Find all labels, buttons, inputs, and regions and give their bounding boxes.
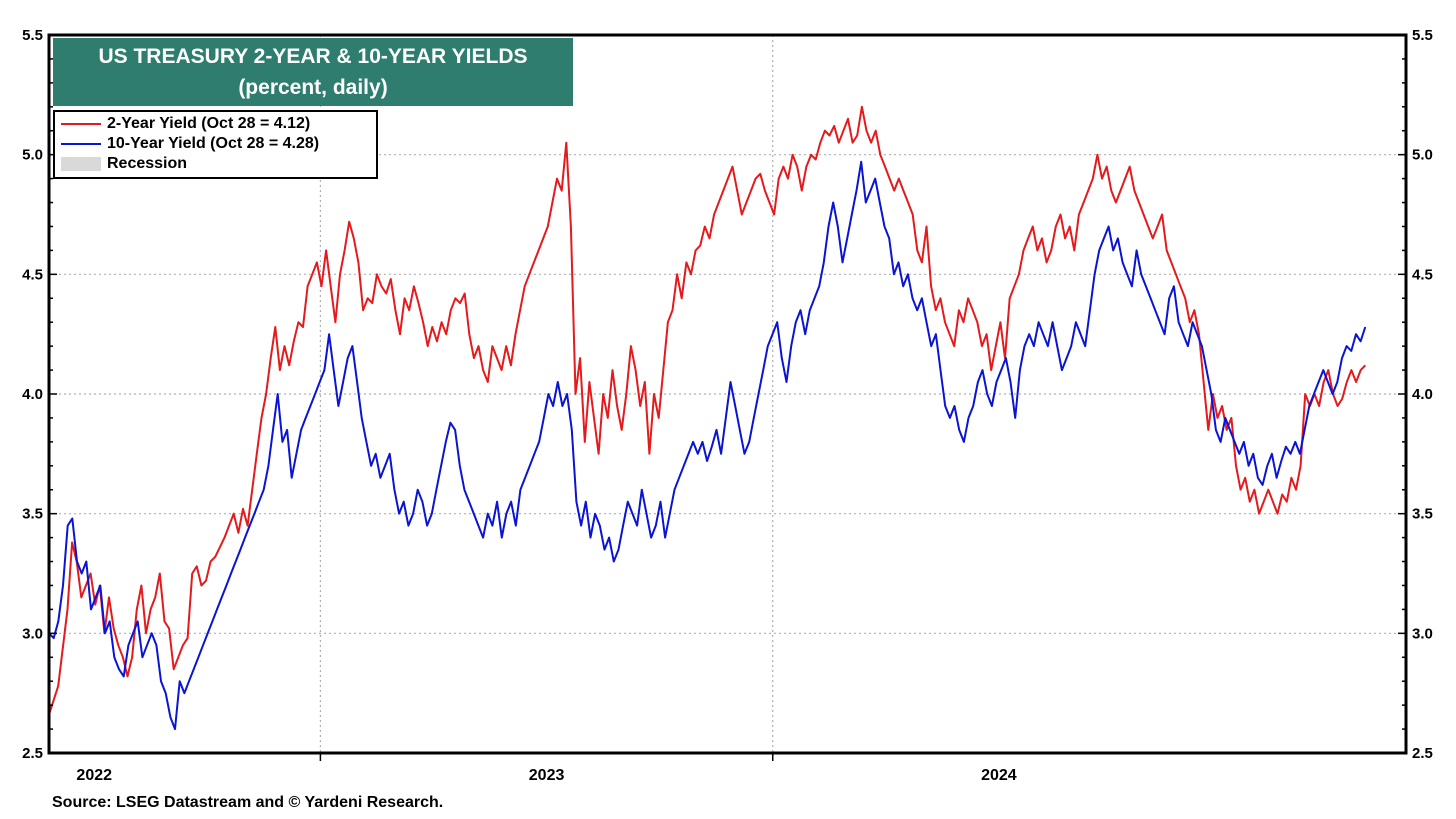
y-tick-label-left: 5.0 (22, 147, 43, 164)
series-10-year-line (48, 160, 1367, 731)
chart-subtitle: (percent, daily) (238, 76, 388, 99)
y-tick-label-right: 2.5 (1412, 745, 1433, 762)
legend-label: 2-Year Yield (Oct 28 = 4.12) (107, 115, 311, 132)
y-tick-label-left: 3.5 (22, 506, 43, 523)
y-tick-label-right: 3.5 (1412, 506, 1433, 523)
x-tick-label: 2023 (529, 767, 565, 784)
legend-swatch-gray (61, 157, 101, 171)
y-tick-label-left: 4.5 (22, 266, 43, 283)
legend: 2-Year Yield (Oct 28 = 4.12) 10-Year Yie… (53, 110, 378, 179)
y-tick-label-left: 4.0 (22, 386, 43, 403)
chart-title: US TREASURY 2-YEAR & 10-YEAR YIELDS (98, 45, 528, 68)
legend-item-recession: Recession (61, 154, 187, 174)
y-tick-label-right: 4.0 (1412, 386, 1433, 403)
y-tick-label-right: 3.0 (1412, 625, 1433, 642)
legend-label: Recession (107, 155, 188, 172)
source-note: Source: LSEG Datastream and © Yardeni Re… (52, 794, 444, 811)
y-tick-label-right: 5.5 (1412, 27, 1433, 44)
legend-swatch-red (61, 123, 101, 125)
legend-label: 10-Year Yield (Oct 28 = 4.28) (107, 135, 320, 152)
chart-title-box: US TREASURY 2-YEAR & 10-YEAR YIELDS (per… (53, 38, 573, 106)
grid (49, 35, 1406, 753)
legend-item-2-year: 2-Year Yield (Oct 28 = 4.12) (61, 114, 310, 134)
series-layer (48, 105, 1367, 731)
x-tick-label: 2022 (76, 767, 112, 784)
x-axis: 2022 2023 2024 (76, 753, 1017, 784)
x-tick-label: 2024 (981, 767, 1017, 784)
y-tick-label-right: 5.0 (1412, 147, 1433, 164)
legend-swatch-blue (61, 143, 101, 145)
y-axis: 2.5 2.5 3.0 3.0 3.5 3.5 4.0 4.0 4.5 4.5 5.0 5.0 5.5 5… (22, 27, 1433, 762)
series-2-year-line (48, 105, 1367, 716)
y-tick-label-left: 2.5 (22, 745, 43, 762)
y-tick-label-right: 4.5 (1412, 266, 1433, 283)
y-tick-label-left: 3.0 (22, 625, 43, 642)
y-tick-label-left: 5.5 (22, 27, 43, 44)
legend-item-10-year: 10-Year Yield (Oct 28 = 4.28) (61, 134, 319, 154)
